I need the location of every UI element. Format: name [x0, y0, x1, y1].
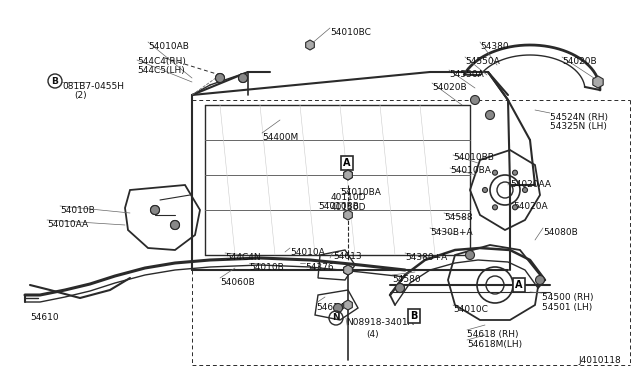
Polygon shape — [344, 265, 353, 275]
Text: 54020B: 54020B — [432, 83, 467, 92]
Text: 54010A: 54010A — [290, 248, 324, 257]
Text: 54588: 54588 — [444, 213, 472, 222]
Circle shape — [486, 110, 495, 119]
Circle shape — [170, 221, 179, 230]
Polygon shape — [344, 300, 353, 310]
Text: 54580: 54580 — [392, 275, 420, 284]
Polygon shape — [344, 210, 353, 220]
Text: 54010BB: 54010BB — [453, 153, 494, 162]
Text: 54010AA: 54010AA — [47, 220, 88, 229]
Circle shape — [333, 304, 342, 312]
Polygon shape — [593, 76, 603, 88]
Text: 54010BA: 54010BA — [340, 188, 381, 197]
Text: 54380+A: 54380+A — [405, 253, 447, 262]
Circle shape — [483, 187, 488, 192]
Text: A: A — [515, 280, 523, 290]
Text: J4010118: J4010118 — [578, 356, 621, 365]
Text: 40110D: 40110D — [331, 203, 367, 212]
Circle shape — [239, 74, 248, 83]
Text: 54325N (LH): 54325N (LH) — [550, 122, 607, 131]
Polygon shape — [306, 40, 314, 50]
Polygon shape — [344, 170, 353, 180]
Circle shape — [216, 74, 225, 83]
Text: 54376: 54376 — [305, 263, 333, 272]
Text: B: B — [410, 311, 418, 321]
Text: 544C4(RH): 544C4(RH) — [137, 57, 186, 66]
Text: 54010C: 54010C — [453, 305, 488, 314]
Circle shape — [150, 205, 159, 215]
Circle shape — [216, 74, 225, 83]
Circle shape — [536, 276, 545, 285]
Polygon shape — [344, 265, 353, 275]
Text: 081B7-0455H: 081B7-0455H — [62, 82, 124, 91]
Text: 54080B: 54080B — [543, 228, 578, 237]
Text: 54501 (LH): 54501 (LH) — [542, 303, 592, 312]
Text: 54614: 54614 — [316, 303, 344, 312]
Text: 54610: 54610 — [30, 313, 59, 322]
Text: N: N — [332, 314, 340, 323]
Text: (2): (2) — [74, 91, 86, 100]
Text: 54020B: 54020B — [562, 57, 596, 66]
Text: 54060B: 54060B — [220, 278, 255, 287]
Text: 40110D: 40110D — [331, 193, 367, 202]
Circle shape — [239, 74, 248, 83]
Text: 54550A: 54550A — [449, 70, 484, 79]
Circle shape — [396, 283, 404, 292]
Polygon shape — [344, 170, 353, 180]
Text: 54380: 54380 — [480, 42, 509, 51]
Text: 54500 (RH): 54500 (RH) — [542, 293, 593, 302]
Text: 54010AB: 54010AB — [148, 42, 189, 51]
Text: (4): (4) — [366, 330, 379, 339]
Text: A: A — [343, 158, 351, 168]
Circle shape — [493, 205, 497, 210]
Circle shape — [513, 170, 518, 175]
Text: 54010B: 54010B — [249, 263, 284, 272]
Text: B: B — [52, 77, 58, 86]
Circle shape — [522, 187, 527, 192]
Circle shape — [465, 250, 474, 260]
Text: 54010B: 54010B — [60, 206, 95, 215]
Text: 54613: 54613 — [333, 252, 362, 261]
Text: 54618 (RH): 54618 (RH) — [467, 330, 518, 339]
Text: 54400M: 54400M — [262, 133, 298, 142]
Text: 54010BC: 54010BC — [330, 28, 371, 37]
Circle shape — [170, 221, 179, 230]
Text: 54010BB: 54010BB — [318, 202, 359, 211]
Text: 5430B+A: 5430B+A — [430, 228, 472, 237]
Text: 54010BA: 54010BA — [450, 166, 491, 175]
Text: 54020A: 54020A — [513, 202, 548, 211]
Text: 54550A: 54550A — [465, 57, 500, 66]
Circle shape — [396, 283, 404, 292]
Text: 54020AA: 54020AA — [510, 180, 551, 189]
Text: 54524N (RH): 54524N (RH) — [550, 113, 608, 122]
Circle shape — [513, 205, 518, 210]
Text: 54618M(LH): 54618M(LH) — [467, 340, 522, 349]
Circle shape — [493, 170, 497, 175]
Circle shape — [470, 96, 479, 105]
Circle shape — [150, 205, 159, 215]
Text: N08918-3401A: N08918-3401A — [346, 318, 413, 327]
Text: 544C4N: 544C4N — [225, 253, 260, 262]
Text: 544C5(LH): 544C5(LH) — [137, 66, 185, 75]
